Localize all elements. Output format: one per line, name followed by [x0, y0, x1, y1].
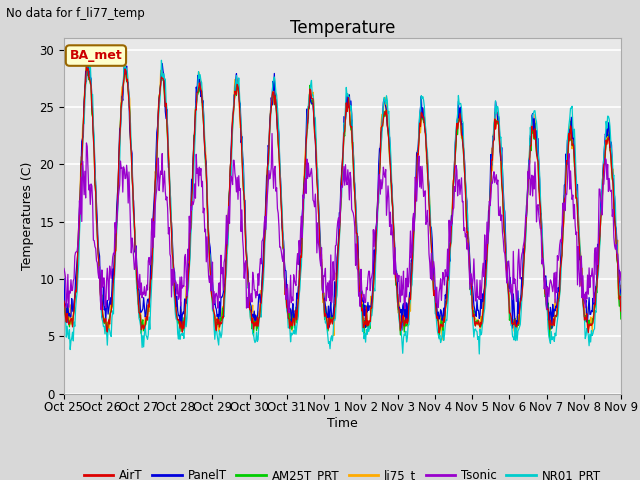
Text: BA_met: BA_met [70, 49, 122, 62]
X-axis label: Time: Time [327, 417, 358, 430]
Y-axis label: Temperatures (C): Temperatures (C) [21, 162, 34, 270]
Title: Temperature: Temperature [290, 19, 395, 37]
Legend: AirT, PanelT, AM25T_PRT, li75_t, Tsonic, NR01_PRT: AirT, PanelT, AM25T_PRT, li75_t, Tsonic,… [79, 465, 605, 480]
Text: No data for f_li77_temp: No data for f_li77_temp [6, 7, 145, 20]
